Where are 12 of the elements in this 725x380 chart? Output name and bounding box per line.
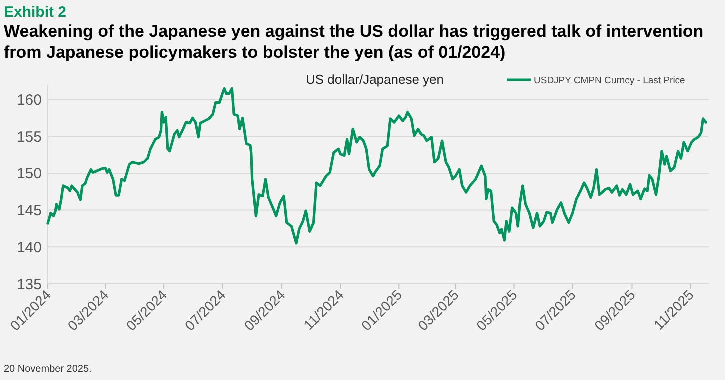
y-tick-label: 155 <box>16 128 42 146</box>
y-tick-label: 140 <box>16 239 42 256</box>
y-tick-label: 160 <box>16 92 42 109</box>
legend-label: USDJPY CMPN Curncy - Last Price <box>534 75 686 86</box>
y-tick-label: 145 <box>16 202 42 220</box>
chart-title: Weakening of the Japanese yen against the US dollar has triggered talk of intervention from Japanese policymakers to bolster the yen (as of 01/2024) <box>4 22 704 62</box>
y-tick-label: 135 <box>16 276 42 294</box>
line-series <box>46 87 708 245</box>
chart-subtitle: US dollar/Japanese yen <box>306 72 444 87</box>
y-tick-label: 150 <box>16 166 42 183</box>
text: Exhibit 2 <box>4 4 67 21</box>
text: 20 November 2025. <box>4 364 92 375</box>
